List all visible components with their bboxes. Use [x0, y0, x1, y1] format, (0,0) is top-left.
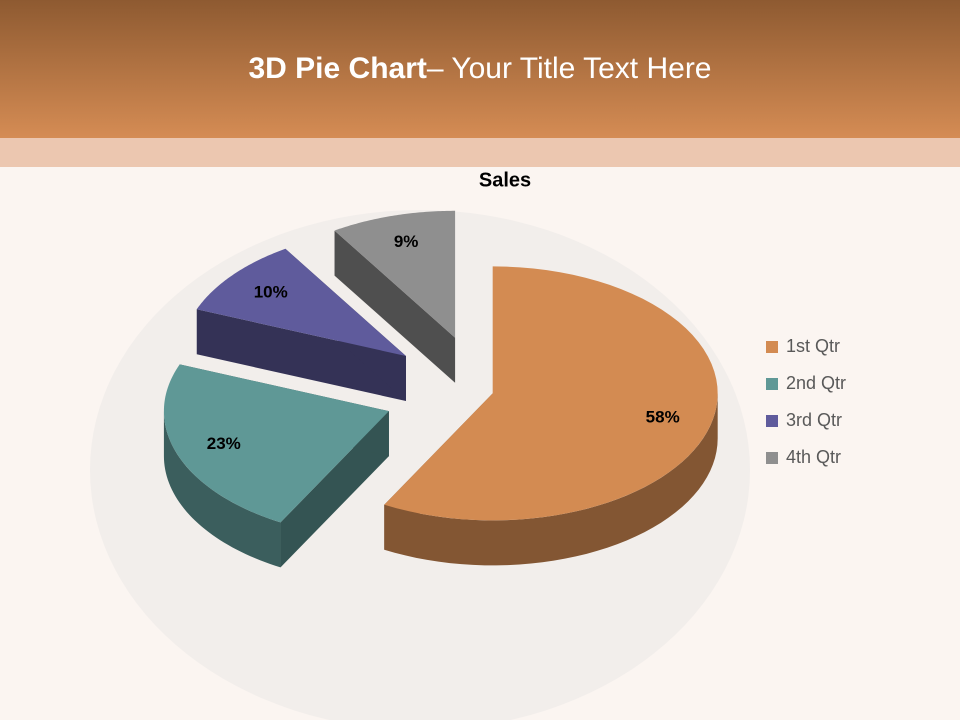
- header-band: [0, 0, 960, 138]
- slide-title-bold: 3D Pie Chart: [248, 52, 426, 85]
- slice-wall: [384, 393, 718, 566]
- header-stripe: [0, 138, 960, 167]
- slice-side: [334, 230, 456, 383]
- legend-label: 4th Qtr: [786, 447, 841, 467]
- legend-label: 3rd Qtr: [786, 410, 842, 430]
- slice-wall: [163, 411, 281, 568]
- chart-title: Sales: [479, 169, 531, 191]
- legend-swatch: [766, 415, 778, 427]
- legend-swatch: [766, 452, 778, 464]
- slice-top: [384, 266, 718, 521]
- legend-swatch: [766, 378, 778, 390]
- pie-slice: [334, 210, 456, 383]
- data-label: 9%: [394, 232, 419, 251]
- slice-side: [196, 309, 406, 402]
- legend-label: 1st Qtr: [786, 336, 840, 356]
- data-label: 23%: [207, 434, 241, 453]
- data-label: 58%: [646, 408, 680, 427]
- pie-slice: [384, 266, 718, 566]
- slice-top: [163, 364, 389, 523]
- slice-top: [196, 248, 406, 357]
- slide-title-text: – Your Title Text Here: [427, 52, 712, 85]
- slice-top: [334, 210, 456, 338]
- pie-slice: [196, 248, 406, 402]
- pie-slice: [163, 364, 389, 568]
- data-label: 10%: [254, 282, 288, 301]
- legend-label: 2nd Qtr: [786, 373, 846, 393]
- slice-side: [280, 411, 389, 568]
- legend-swatch: [766, 341, 778, 353]
- slide-title: 3D Pie Chart– Your Title Text Here: [248, 52, 711, 85]
